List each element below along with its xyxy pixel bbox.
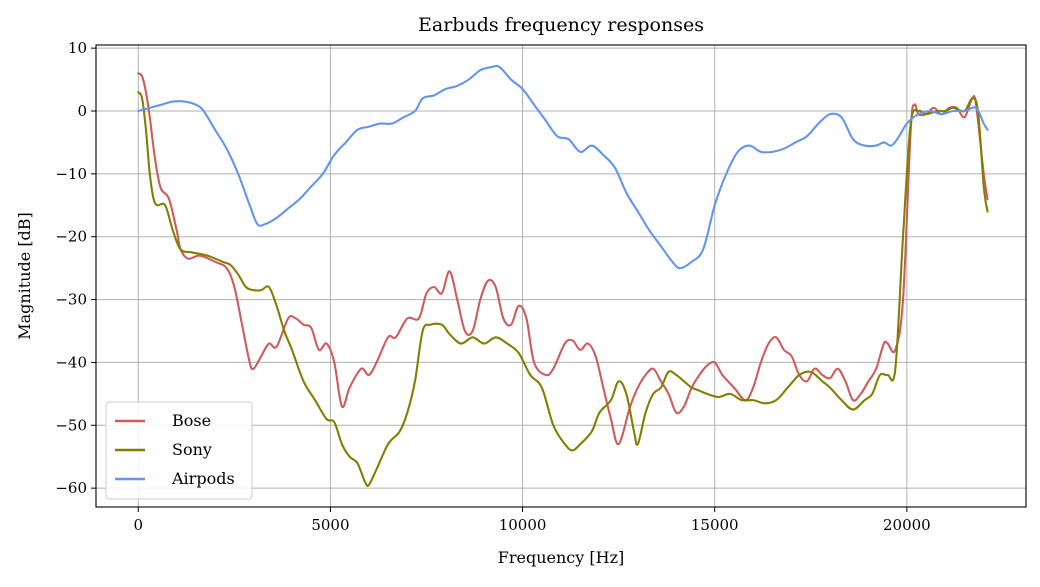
y-tick-label: 10 — [68, 39, 87, 57]
y-tick-label: 0 — [77, 102, 87, 120]
y-axis-label: Magnitude [dB] — [15, 212, 34, 340]
series-line-sony — [137, 91, 989, 487]
series-line-airpods — [137, 64, 989, 270]
y-tick-label: −20 — [55, 228, 87, 246]
legend-label-bose: Bose — [172, 411, 211, 430]
y-tick-label: −50 — [55, 416, 87, 434]
y-tick-label: −30 — [55, 291, 87, 309]
axes-frame — [95, 44, 1027, 508]
legend-label-airpods: Airpods — [171, 469, 235, 488]
y-tick-label: −60 — [55, 479, 87, 497]
legend-box — [105, 401, 253, 500]
y-tick-label: −10 — [55, 165, 87, 183]
series-lines — [137, 64, 989, 487]
y-tick-label: −40 — [55, 353, 87, 371]
chart-title: Earbuds frequency responses — [418, 14, 704, 36]
legend: Bose Sony Airpods — [105, 401, 253, 500]
legend-label-sony: Sony — [172, 440, 212, 459]
x-tick-label: 5000 — [311, 516, 349, 534]
x-tick-label: 20000 — [883, 516, 931, 534]
series-line-bose — [137, 72, 989, 446]
axis-ticks: 0 5000 10000 15000 20000 10 0 −10 −20 −30 −40 −50 −6… — [55, 39, 930, 534]
x-tick-label: 15000 — [691, 516, 739, 534]
x-tick-label: 0 — [133, 516, 143, 534]
x-axis-label: Frequency [Hz] — [498, 548, 625, 567]
x-tick-label: 10000 — [499, 516, 547, 534]
